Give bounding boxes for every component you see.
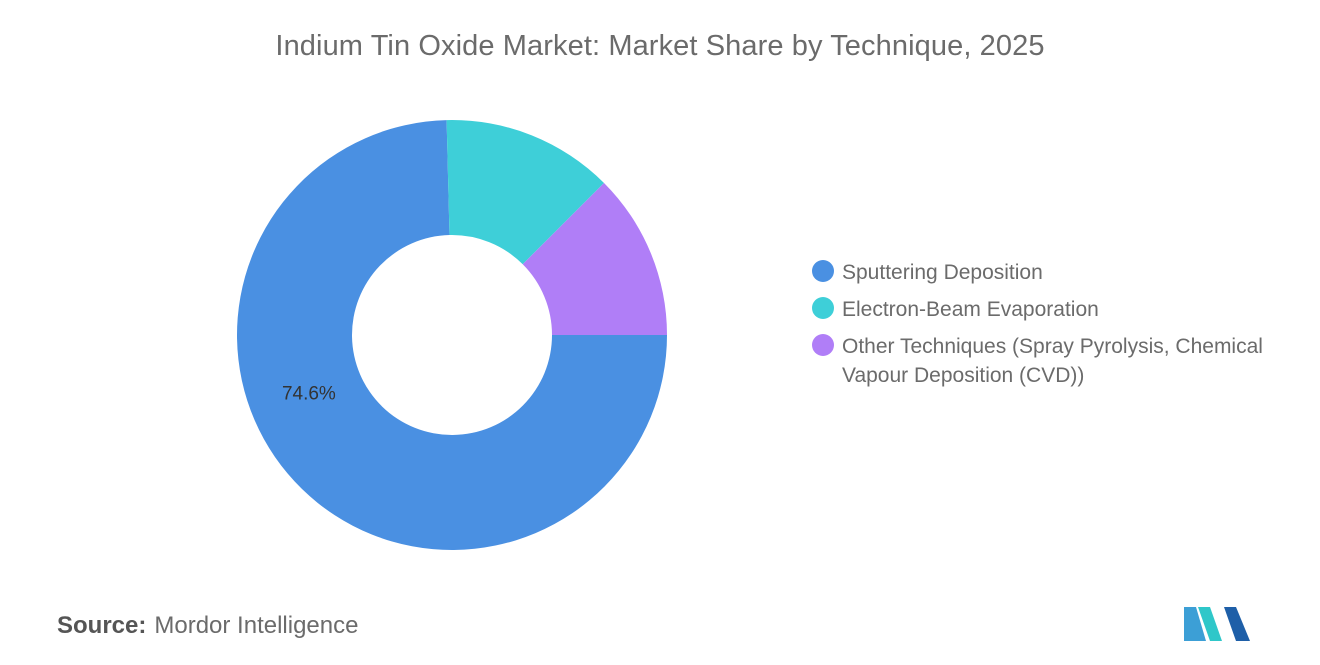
source-value: Mordor Intelligence	[154, 612, 359, 639]
mordor-intelligence-logo-icon	[1184, 607, 1250, 641]
chart-title: Indium Tin Oxide Market: Market Share by…	[275, 30, 1045, 62]
legend-label-other-techniques: Other Techniques (Spray Pyrolysis, Chemi…	[842, 335, 1263, 387]
legend-label-sputtering: Sputtering Deposition	[842, 261, 1043, 284]
legend-swatch-electron-beam	[812, 297, 834, 319]
legend: Sputtering Deposition Electron-Beam Evap…	[812, 258, 1292, 398]
slice-electron-beam-evaporation[interactable]	[446, 120, 605, 265]
legend-item-electron-beam[interactable]: Electron-Beam Evaporation	[812, 295, 1292, 324]
source-key: Source:	[57, 612, 147, 639]
logo-shape-middle	[1198, 607, 1222, 641]
logo-shape-right	[1224, 607, 1250, 641]
data-label-sputtering-deposition: 74.6%	[282, 383, 336, 404]
legend-item-other-techniques[interactable]: Other Techniques (Spray Pyrolysis, Chemi…	[812, 332, 1292, 390]
slice-sputtering-deposition[interactable]	[237, 120, 667, 551]
legend-item-sputtering[interactable]: Sputtering Deposition	[812, 258, 1292, 287]
logo-shape-left	[1184, 607, 1206, 641]
source-line: Source: Mordor Intelligence	[57, 612, 358, 640]
legend-label-electron-beam: Electron-Beam Evaporation	[842, 298, 1099, 321]
legend-swatch-sputtering	[812, 260, 834, 282]
legend-swatch-other-techniques	[812, 334, 834, 356]
slice-other-techniques-spray-pyrolysis-chemical-vapour-deposition-cvd[interactable]	[522, 182, 667, 335]
